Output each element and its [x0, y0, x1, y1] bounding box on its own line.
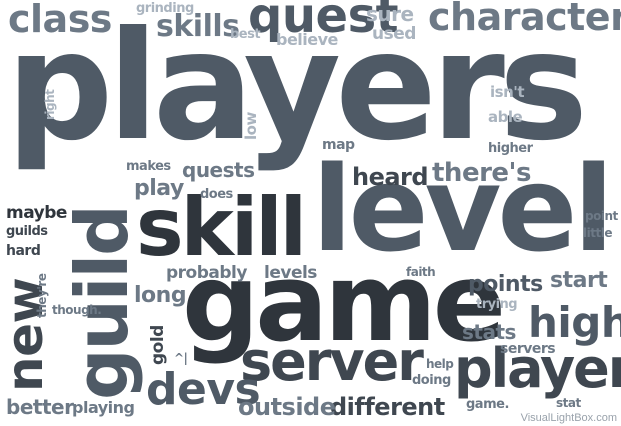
watermark: VisualLightBox.com: [520, 412, 617, 424]
word-different: different: [330, 393, 445, 421]
word-servers: servers: [500, 341, 556, 357]
word-quest: quest: [248, 0, 399, 44]
word-grinding: grinding: [136, 1, 194, 16]
word-level: level: [312, 140, 614, 278]
word-character: character: [428, 0, 621, 39]
word-hard: hard: [6, 243, 41, 259]
word-higher: higher: [488, 141, 533, 156]
word-able: able: [488, 108, 523, 126]
word-game-dot: game.: [466, 397, 509, 412]
word-sure: sure: [366, 2, 414, 26]
word-high: high: [528, 298, 621, 347]
word-better: better: [6, 395, 74, 419]
word-long: long: [134, 283, 187, 308]
word-help: help: [426, 357, 454, 371]
word-best: best: [230, 27, 261, 42]
word-play: play: [134, 176, 184, 201]
word-faith: faith: [406, 265, 436, 279]
word-devs: devs: [146, 364, 261, 415]
word-little: little: [583, 226, 612, 240]
word-player: player: [454, 337, 621, 400]
word-stats: stats: [462, 320, 516, 344]
word-gold: gold: [148, 325, 168, 365]
word-game: game: [182, 241, 506, 366]
word-server: server: [240, 330, 424, 393]
word-theyre: they're: [35, 273, 49, 318]
word-doing: doing: [412, 373, 451, 388]
word-points: points: [468, 272, 543, 297]
word-heard: heard: [352, 163, 429, 191]
word-quests: quests: [182, 158, 255, 182]
word-theres: there's: [432, 158, 531, 188]
word-class: class: [8, 0, 112, 41]
word-does: does: [200, 187, 233, 202]
word-maybe: maybe: [6, 203, 67, 223]
word-levels: levels: [264, 263, 317, 283]
word-skills: skills: [156, 9, 240, 44]
word-trying: trying: [476, 297, 518, 312]
word-though: though.: [52, 303, 102, 317]
word-skill: skill: [136, 181, 307, 274]
word-outside: outside: [238, 393, 336, 421]
word-right: right: [43, 89, 57, 120]
word-makes: makes: [126, 159, 171, 174]
word-map: map: [322, 137, 355, 153]
word-guilds: guilds: [6, 224, 48, 239]
word-point: point: [585, 209, 618, 223]
word-believe: believe: [276, 30, 338, 49]
word-start: start: [550, 268, 608, 293]
word-probably: probably: [166, 263, 247, 283]
word-playing: playing: [72, 398, 135, 417]
word-players: players: [6, 0, 588, 174]
word-stat: stat: [556, 396, 581, 410]
word-caret: ^|: [174, 351, 188, 365]
word-isnt: isn't: [490, 83, 525, 101]
word-low: low: [242, 112, 260, 140]
word-used: used: [372, 24, 416, 44]
